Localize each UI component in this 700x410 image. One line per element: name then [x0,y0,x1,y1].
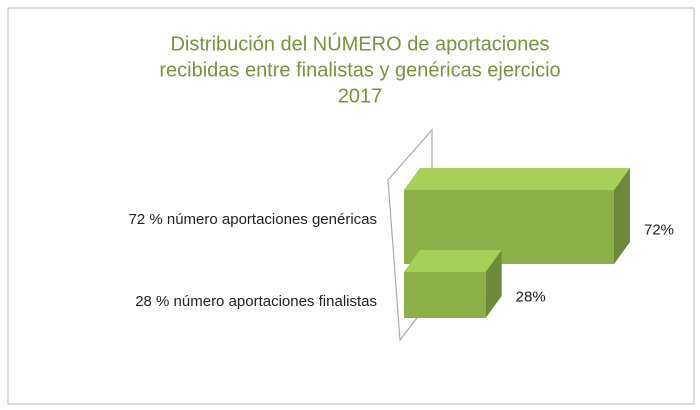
chart-title: Distribución del NÚMERO de aportaciones [170,32,549,55]
category-label: 72 % número aportaciones genéricas [129,211,377,228]
bar-side [485,250,502,318]
chart-title: recibidas entre finalistas y genéricas e… [159,59,560,81]
bar [404,272,486,318]
bar-top [404,250,502,272]
category-label: 28 % número aportaciones finalistas [135,293,377,310]
data-label: 72% [644,222,674,239]
bar-top [404,168,630,190]
bar-side [614,168,630,264]
chart-title: 2017 [338,85,383,107]
data-label: 28% [516,288,546,305]
